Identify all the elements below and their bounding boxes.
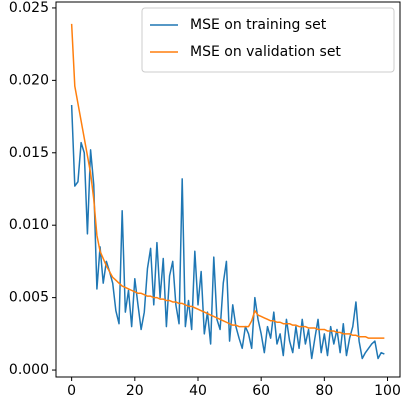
legend: MSE on training set MSE on validation set [141, 7, 395, 73]
legend-label: MSE on validation set [190, 44, 341, 60]
x-tick-label: 80 [315, 383, 333, 399]
series-line [70, 104, 385, 360]
x-tick-label: 0 [67, 383, 76, 399]
x-tick-label: 40 [189, 383, 207, 399]
legend-label: MSE on training set [190, 17, 327, 33]
legend-box [141, 7, 395, 73]
y-tick-label: 0.000 [9, 362, 49, 378]
x-tick-label: 100 [374, 383, 401, 399]
y-tick-label: 0.010 [9, 217, 49, 233]
y-tick-label: 0.005 [9, 290, 49, 306]
y-tick-label: 0.025 [9, 0, 49, 16]
x-tick-label: 20 [126, 383, 144, 399]
y-tick-label: 0.015 [9, 145, 49, 161]
y-tick-label: 0.020 [9, 72, 49, 88]
series-line [70, 23, 385, 339]
plot-frame [55, 1, 401, 378]
x-tick-label: 60 [252, 383, 270, 399]
